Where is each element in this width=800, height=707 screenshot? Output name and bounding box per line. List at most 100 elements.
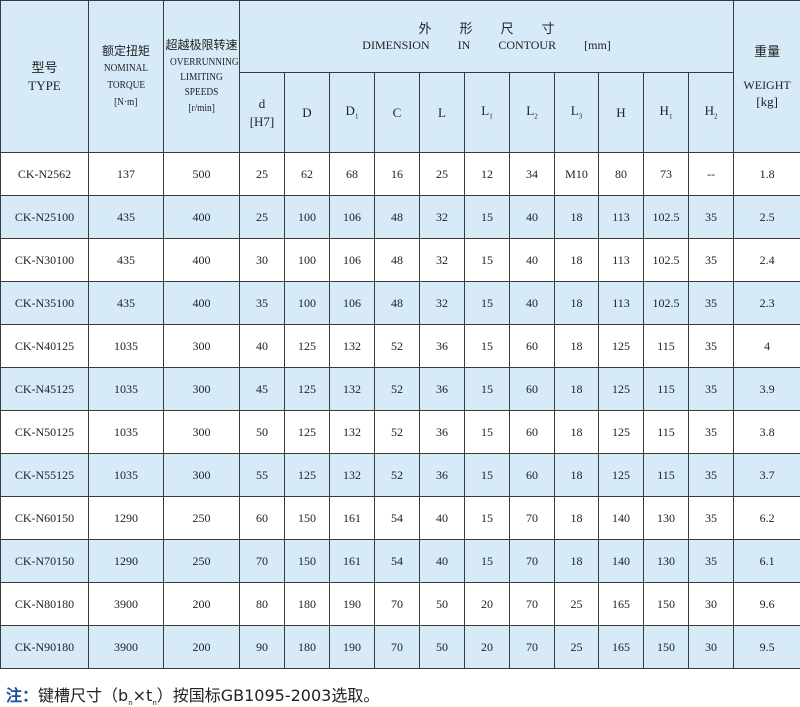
type-cell: CK-N70150 xyxy=(1,540,89,583)
table-cell: 25 xyxy=(240,196,285,239)
table-cell: 132 xyxy=(330,368,375,411)
table-cell: 36 xyxy=(420,325,465,368)
type-cell: CK-N30100 xyxy=(1,239,89,282)
table-cell: 15 xyxy=(465,282,510,325)
type-en: TYPE xyxy=(1,77,88,95)
table-cell: 18 xyxy=(555,540,599,583)
table-cell: 25 xyxy=(420,153,465,196)
table-cell: 132 xyxy=(330,411,375,454)
table-cell: 132 xyxy=(330,454,375,497)
weight-unit: [kg] xyxy=(734,93,800,111)
table-cell: 35 xyxy=(689,540,734,583)
table-cell: 60 xyxy=(510,454,555,497)
table-cell: 18 xyxy=(555,411,599,454)
table-cell: 35 xyxy=(689,325,734,368)
table-cell: 15 xyxy=(465,454,510,497)
table-cell: 400 xyxy=(164,196,240,239)
table-cell: 130 xyxy=(644,540,689,583)
header-dim-H: H xyxy=(599,73,644,153)
dim-col-sub: 1 xyxy=(355,113,359,121)
header-dim-d: d[H7] xyxy=(240,73,285,153)
table-cell: 250 xyxy=(164,540,240,583)
table-cell: 15 xyxy=(465,368,510,411)
table-cell: 18 xyxy=(555,239,599,282)
dim-col-label: D xyxy=(346,103,355,118)
spec-table: 型号 TYPE 额定扭矩 NOMINAL TORQUE [N·m] 超越极限转速… xyxy=(0,0,800,669)
torque-en1: NOMINAL xyxy=(104,61,148,76)
table-cell: 500 xyxy=(164,153,240,196)
table-cell: 20 xyxy=(465,583,510,626)
table-cell: 40 xyxy=(240,325,285,368)
table-cell: 250 xyxy=(164,497,240,540)
table-cell: 25 xyxy=(240,153,285,196)
table-cell: 35 xyxy=(689,282,734,325)
table-cell: 200 xyxy=(164,626,240,669)
table-cell: 125 xyxy=(599,411,644,454)
table-cell: 106 xyxy=(330,196,375,239)
table-cell: 102.5 xyxy=(644,239,689,282)
table-cell: 80 xyxy=(599,153,644,196)
table-cell: 125 xyxy=(285,454,330,497)
table-cell: 435 xyxy=(89,239,164,282)
table-cell: 106 xyxy=(330,239,375,282)
table-cell: 6.2 xyxy=(734,497,800,540)
table-cell: 115 xyxy=(644,368,689,411)
table-cell: 113 xyxy=(599,239,644,282)
table-cell: 70 xyxy=(375,626,420,669)
table-cell: 115 xyxy=(644,411,689,454)
table-cell: 40 xyxy=(510,239,555,282)
table-cell: 48 xyxy=(375,239,420,282)
dim-col-label: H xyxy=(616,105,625,120)
table-cell: 62 xyxy=(285,153,330,196)
table-cell: 113 xyxy=(599,282,644,325)
type-cn: 型号 xyxy=(1,59,88,77)
dim-cn: 寸 xyxy=(542,21,555,36)
table-cell: 300 xyxy=(164,368,240,411)
table-cell: 70 xyxy=(240,540,285,583)
table-cell: 52 xyxy=(375,454,420,497)
table-cell: 6.1 xyxy=(734,540,800,583)
table-cell: 52 xyxy=(375,325,420,368)
table-cell: 35 xyxy=(689,368,734,411)
footnote: 注：键槽尺寸（bn×tn）按国标GB1095-2003选取。 xyxy=(6,682,379,707)
dim-col-sub: 1 xyxy=(669,113,673,121)
table-cell: 400 xyxy=(164,239,240,282)
table-cell: 48 xyxy=(375,196,420,239)
table-cell: 15 xyxy=(465,411,510,454)
type-cell: CK-N50125 xyxy=(1,411,89,454)
table-cell: 15 xyxy=(465,196,510,239)
speed-en1: OVERRUNNING xyxy=(170,55,239,70)
weight-cn: 重量 xyxy=(734,43,800,61)
dim-col-sub: 3 xyxy=(579,113,583,121)
table-cell: 125 xyxy=(285,411,330,454)
type-cell: CK-N45125 xyxy=(1,368,89,411)
dim-en: IN xyxy=(458,38,471,52)
table-cell: 36 xyxy=(420,368,465,411)
table-cell: 50 xyxy=(420,626,465,669)
table-cell: 102.5 xyxy=(644,196,689,239)
table-cell: 1035 xyxy=(89,368,164,411)
table-cell: 40 xyxy=(420,497,465,540)
table-cell: 60 xyxy=(510,411,555,454)
table-cell: 113 xyxy=(599,196,644,239)
header-speed: 超越极限转速 OVERRUNNING LIMITING SPEEDS [r/mi… xyxy=(164,1,240,153)
table-cell: 435 xyxy=(89,282,164,325)
dim-cn: 外 xyxy=(419,21,432,36)
table-cell: 73 xyxy=(644,153,689,196)
table-cell: 90 xyxy=(240,626,285,669)
table-cell: 55 xyxy=(240,454,285,497)
dim-en: DIMENSION xyxy=(362,38,429,52)
table-cell: 125 xyxy=(285,325,330,368)
table-cell: 100 xyxy=(285,239,330,282)
table-cell: 16 xyxy=(375,153,420,196)
table-cell: 125 xyxy=(285,368,330,411)
table-cell: 200 xyxy=(164,583,240,626)
type-cell: CK-N25100 xyxy=(1,196,89,239)
table-cell: 18 xyxy=(555,368,599,411)
dim-col-label: d xyxy=(259,96,266,111)
